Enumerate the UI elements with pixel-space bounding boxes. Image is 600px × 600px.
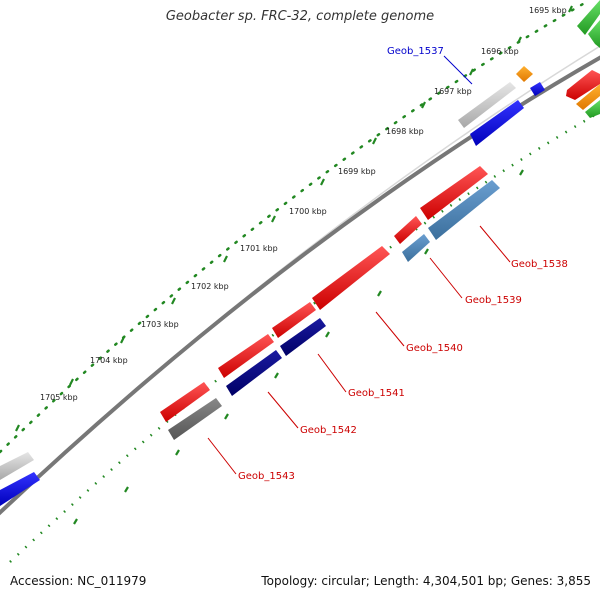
gene-red-1539[interactable] xyxy=(394,216,422,244)
gene-blue-left[interactable] xyxy=(0,472,40,506)
major-ticks xyxy=(15,5,573,432)
gene-navy-1541[interactable] xyxy=(280,318,326,356)
gene-red-1541[interactable] xyxy=(272,302,316,338)
gene-lightgray-left[interactable] xyxy=(0,452,34,480)
scale-label-1696: 1696 kbp xyxy=(481,47,519,56)
gene-red-1538[interactable] xyxy=(420,166,488,220)
gene-red-1543[interactable] xyxy=(160,382,210,422)
gene-green-a[interactable] xyxy=(577,0,600,35)
gene-gray-1543[interactable] xyxy=(168,398,222,440)
scale-label-1702: 1702 kbp xyxy=(191,282,229,291)
gene-green-b[interactable] xyxy=(588,20,600,48)
gene-navy-1542[interactable] xyxy=(226,350,282,396)
gene-steelblue-1539[interactable] xyxy=(402,234,430,262)
label-leaders xyxy=(207,55,511,475)
gene-label-1539[interactable]: Geob_1539 xyxy=(465,295,522,306)
scale-label-1695: 1695 kbp xyxy=(529,6,567,15)
scale-label-1697: 1697 kbp xyxy=(434,87,472,96)
gene-label-1541[interactable]: Geob_1541 xyxy=(348,388,405,399)
scale-label-1704: 1704 kbp xyxy=(90,356,128,365)
gene-blue-small[interactable] xyxy=(530,82,545,96)
outer-tick-row xyxy=(0,0,592,454)
gene-label-1538[interactable]: Geob_1538 xyxy=(511,259,568,270)
gene-steelblue-1538[interactable] xyxy=(428,180,500,240)
scale-label-1700: 1700 kbp xyxy=(289,207,327,216)
gene-lightgray-1537[interactable] xyxy=(458,82,516,128)
gene-label-1542[interactable]: Geob_1542 xyxy=(300,425,357,436)
gene-blue-1537[interactable] xyxy=(470,100,524,146)
gene-label-1543[interactable]: Geob_1543 xyxy=(238,471,295,482)
genome-summary-text: Topology: circular; Length: 4,304,501 bp… xyxy=(261,574,591,588)
gene-red-1542[interactable] xyxy=(218,334,274,378)
gene-red-1540[interactable] xyxy=(312,246,390,310)
gene-green-right[interactable] xyxy=(585,100,600,118)
gene-orange-right[interactable] xyxy=(576,84,600,110)
gene-red-right[interactable] xyxy=(566,70,600,100)
gene-orange-small[interactable] xyxy=(516,66,533,82)
gene-label-1537[interactable]: Geob_1537 xyxy=(387,46,444,57)
accession-text: Accession: NC_011979 xyxy=(10,574,147,588)
gene-label-1540[interactable]: Geob_1540 xyxy=(406,343,463,354)
backbone-ring xyxy=(0,55,600,516)
scale-label-1699: 1699 kbp xyxy=(338,167,376,176)
scale-label-1698: 1698 kbp xyxy=(386,127,424,136)
map-title: Geobacter sp. FRC-32, complete genome xyxy=(165,9,435,24)
scale-label-1701: 1701 kbp xyxy=(240,244,278,253)
scale-label-1703: 1703 kbp xyxy=(141,320,179,329)
inner-tick-row xyxy=(9,110,600,563)
scale-label-1705: 1705 kbp xyxy=(40,393,78,402)
